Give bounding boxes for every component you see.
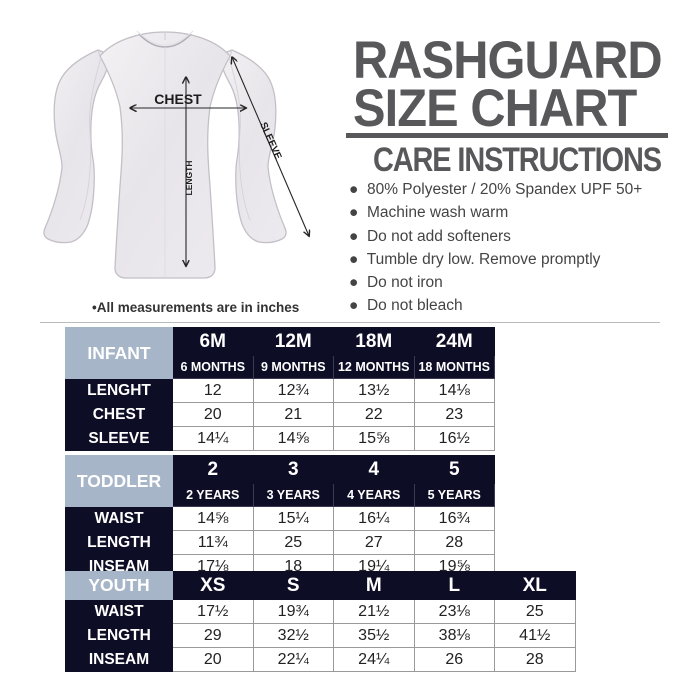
svg-text:LENGTH: LENGTH — [184, 161, 194, 196]
svg-text:CHEST: CHEST — [154, 91, 202, 107]
